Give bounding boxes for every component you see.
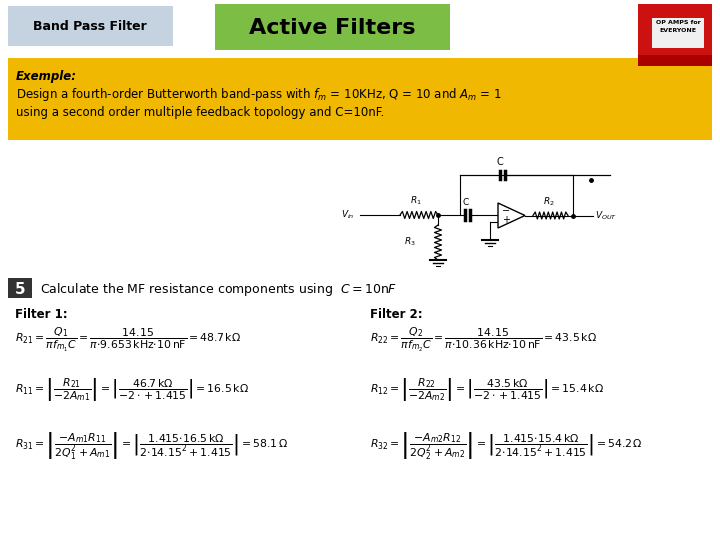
Text: $R_3$: $R_3$	[404, 236, 416, 248]
FancyBboxPatch shape	[638, 4, 712, 66]
Text: C: C	[497, 157, 503, 167]
Text: $R_{12} = \left|\dfrac{R_{22}}{-2A_{m2}}\right| = \left|\dfrac{43.5\,\mathrm{k\O: $R_{12} = \left|\dfrac{R_{22}}{-2A_{m2}}…	[370, 376, 604, 403]
FancyBboxPatch shape	[215, 4, 450, 50]
Text: EVERYONE: EVERYONE	[660, 28, 696, 32]
Text: Exemple:: Exemple:	[16, 70, 77, 83]
Text: Calculate the MF resistance components using  $C = 10\mathrm{n}F$: Calculate the MF resistance components u…	[40, 280, 397, 298]
FancyBboxPatch shape	[638, 55, 712, 66]
Text: −: −	[502, 206, 510, 216]
FancyBboxPatch shape	[8, 278, 32, 298]
FancyBboxPatch shape	[652, 18, 704, 48]
Text: $V_{OUT}$: $V_{OUT}$	[595, 209, 617, 222]
Text: $R_{21} = \dfrac{Q_1}{\pi f_{m_1} C} = \dfrac{14.15}{\pi{\cdot}9.653\,\mathrm{kH: $R_{21} = \dfrac{Q_1}{\pi f_{m_1} C} = \…	[15, 326, 241, 354]
Text: Band Pass Filter: Band Pass Filter	[33, 21, 147, 33]
Text: +: +	[502, 215, 510, 225]
Text: $V_{in}$: $V_{in}$	[341, 209, 355, 221]
FancyBboxPatch shape	[8, 6, 173, 46]
Text: $R_1$: $R_1$	[410, 194, 422, 207]
Text: Design a fourth-order Butterworth band-pass with $f_m$ = 10KHz, Q = 10 and $A_m$: Design a fourth-order Butterworth band-p…	[16, 86, 502, 103]
Text: $R_{11} = \left|\dfrac{R_{21}}{-2A_{m1}}\right| = \left|\dfrac{46.7\,\mathrm{k\O: $R_{11} = \left|\dfrac{R_{21}}{-2A_{m1}}…	[15, 376, 249, 403]
Text: $R_{32} = \left|\dfrac{-A_{m2}R_{12}}{2Q_2^2 + A_{m2}}\right| = \left|\dfrac{1.4: $R_{32} = \left|\dfrac{-A_{m2}R_{12}}{2Q…	[370, 430, 643, 461]
Text: 5: 5	[14, 281, 25, 296]
Text: Active Filters: Active Filters	[248, 18, 415, 38]
Polygon shape	[498, 203, 525, 228]
Text: C: C	[463, 198, 469, 207]
Text: Filter 1:: Filter 1:	[15, 308, 68, 321]
Text: using a second order multiple feedback topology and C=10nF.: using a second order multiple feedback t…	[16, 106, 384, 119]
Text: Filter 2:: Filter 2:	[370, 308, 423, 321]
Text: $R_{22} = \dfrac{Q_2}{\pi f_{m_2} C} = \dfrac{14.15}{\pi{\cdot}10.36\,\mathrm{kH: $R_{22} = \dfrac{Q_2}{\pi f_{m_2} C} = \…	[370, 326, 597, 354]
Text: $R_2$: $R_2$	[543, 195, 555, 207]
Text: $R_{31} = \left|\dfrac{-A_{m1}R_{11}}{2Q_1^2 + A_{m1}}\right| = \left|\dfrac{1.4: $R_{31} = \left|\dfrac{-A_{m1}R_{11}}{2Q…	[15, 430, 289, 461]
Text: OP AMPS for: OP AMPS for	[656, 19, 701, 24]
FancyBboxPatch shape	[8, 58, 712, 140]
